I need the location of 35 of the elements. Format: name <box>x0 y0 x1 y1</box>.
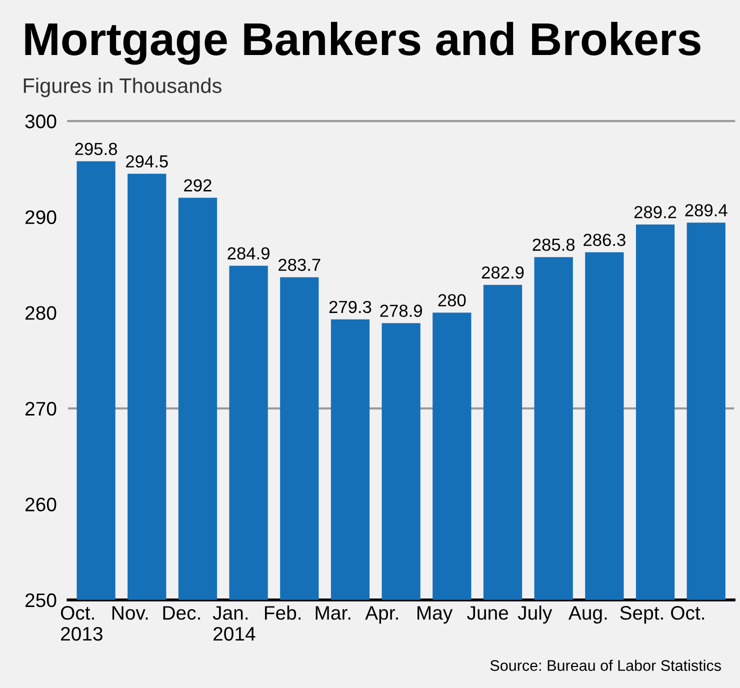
x-tick-label: Aug. <box>568 606 607 624</box>
data-label: 285.8 <box>532 238 575 251</box>
data-label: 286.3 <box>584 234 626 246</box>
data-label: 295.8 <box>75 142 118 156</box>
x-tick-label: May <box>418 606 453 624</box>
data-label: 289.2 <box>634 206 676 218</box>
y-tick-label: 280 <box>26 306 56 320</box>
data-label: 282.9 <box>482 266 524 279</box>
x-tick-label: Oct. 2013 <box>60 606 102 641</box>
y-tick-label: 290 <box>26 210 56 224</box>
data-label: 280 <box>438 294 466 306</box>
data-label: 283.7 <box>278 258 320 271</box>
y-tick-label: 300 <box>25 114 56 128</box>
y-tick-label: 270 <box>26 402 56 416</box>
x-tick-label: Jan. 2014 <box>212 606 256 641</box>
x-tick-label: Feb. <box>264 605 301 620</box>
x-tick-label: Apr. <box>365 606 398 624</box>
x-tick-label: Sept. <box>620 606 663 624</box>
data-label: 278.9 <box>380 304 422 317</box>
x-tick-label: Mar. <box>316 606 350 620</box>
y-tick-label: 260 <box>26 498 56 512</box>
data-label: 289.4 <box>685 204 728 216</box>
x-tick-label: Nov. <box>112 606 148 620</box>
source-note: Source: Bureau of Labor Statistics <box>490 660 721 671</box>
chart-subtitle: Figures in Thousands <box>24 78 222 98</box>
x-tick-label: Dec. <box>163 606 200 620</box>
data-label: 284.9 <box>228 247 270 260</box>
x-tick-label: July <box>518 605 552 624</box>
x-tick-label: June <box>467 606 508 620</box>
x-tick-label: Oct. <box>671 606 704 620</box>
chart-title: Mortgage Bankers and Brokers <box>25 22 700 65</box>
data-label: 292 <box>184 179 212 192</box>
data-label: 279.3 <box>329 300 372 314</box>
data-label: 294.5 <box>126 155 168 168</box>
y-tick-label: 250 <box>26 593 56 608</box>
